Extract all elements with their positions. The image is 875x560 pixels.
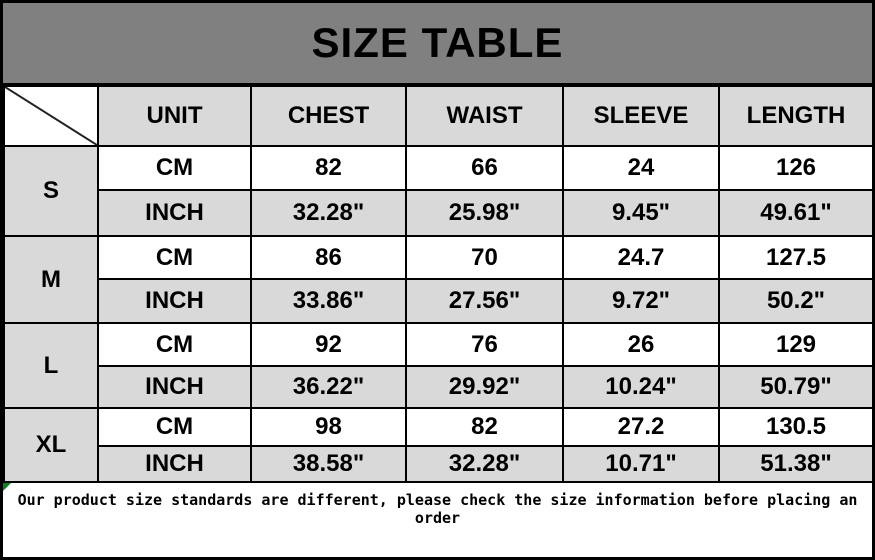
value-cell: 10.24": [562, 365, 720, 409]
table-row: XL CM 98 82 27.2 130.5: [3, 407, 872, 483]
value-cell: 50.79": [718, 365, 872, 409]
value-cell: 9.72": [562, 278, 720, 324]
value-cell: 29.92": [405, 365, 564, 409]
col-header-chest: CHEST: [250, 85, 407, 147]
value-cell: 10.71": [562, 445, 720, 483]
header-row: UNIT CHEST WAIST SLEEVE LENGTH: [3, 85, 872, 147]
table-row: S CM 82 66 24 126: [3, 145, 872, 237]
value-cell: 127.5: [718, 235, 872, 280]
value-cell: 26: [562, 322, 720, 367]
value-cell: 36.22": [250, 365, 407, 409]
size-table: UNIT CHEST WAIST SLEEVE LENGTH S CM 82 6…: [3, 85, 872, 483]
value-cell: 32.28": [250, 189, 407, 237]
unit-label: INCH: [97, 365, 252, 409]
unit-label: INCH: [97, 189, 252, 237]
col-header-sleeve: SLEEVE: [562, 85, 720, 147]
table-row: M CM 86 70 24.7 127.5: [3, 235, 872, 324]
value-cell: 126: [718, 145, 872, 191]
value-cell: 98: [250, 407, 407, 447]
col-header-length: LENGTH: [718, 85, 872, 147]
value-cell: 49.61": [718, 189, 872, 237]
value-cell: 51.38": [718, 445, 872, 483]
size-label-m: M: [3, 235, 99, 324]
value-cell: 86: [250, 235, 407, 280]
value-cell: 66: [405, 145, 564, 191]
footer-note-text: Our product size standards are different…: [17, 491, 858, 527]
unit-label: CM: [97, 322, 252, 367]
value-cell: 82: [250, 145, 407, 191]
unit-label: CM: [97, 407, 252, 447]
size-label-s: S: [3, 145, 99, 237]
value-cell: 24: [562, 145, 720, 191]
footer-note: Our product size standards are different…: [3, 483, 872, 557]
table-row: INCH 38.58" 32.28" 10.71" 51.38": [4, 445, 872, 483]
value-cell: 25.98": [405, 189, 564, 237]
diagonal-line-icon: [5, 87, 97, 145]
diagonal-header-cell: [3, 85, 99, 147]
value-cell: 92: [250, 322, 407, 367]
value-cell: 9.45": [562, 189, 720, 237]
value-cell: 129: [718, 322, 872, 367]
value-cell: 50.2": [718, 278, 872, 324]
value-cell: 70: [405, 235, 564, 280]
unit-label: CM: [97, 145, 252, 191]
value-cell: 38.58": [250, 445, 407, 483]
table-row: INCH 33.86" 27.56" 9.72" 50.2": [4, 278, 872, 324]
col-header-unit: UNIT: [97, 85, 252, 147]
value-cell: 76: [405, 322, 564, 367]
table-row: INCH 32.28" 25.98" 9.45" 49.61": [4, 189, 872, 237]
value-cell: 24.7: [562, 235, 720, 280]
size-label-l: L: [3, 322, 99, 409]
col-header-waist: WAIST: [405, 85, 564, 147]
value-cell: 33.86": [250, 278, 407, 324]
page-title: SIZE TABLE: [311, 19, 564, 66]
value-cell: 27.2: [562, 407, 720, 447]
unit-label: INCH: [97, 278, 252, 324]
value-cell: 130.5: [718, 407, 872, 447]
title-bar: SIZE TABLE: [3, 3, 872, 85]
value-cell: 82: [405, 407, 564, 447]
value-cell: 27.56": [405, 278, 564, 324]
value-cell: 32.28": [405, 445, 564, 483]
unit-label: INCH: [97, 445, 252, 483]
green-corner-flag-icon: [3, 483, 11, 491]
table-row: INCH 36.22" 29.92" 10.24" 50.79": [4, 365, 872, 409]
table-row: L CM 92 76 26 129: [3, 322, 872, 409]
size-label-xl: XL: [3, 407, 99, 483]
unit-label: CM: [97, 235, 252, 280]
